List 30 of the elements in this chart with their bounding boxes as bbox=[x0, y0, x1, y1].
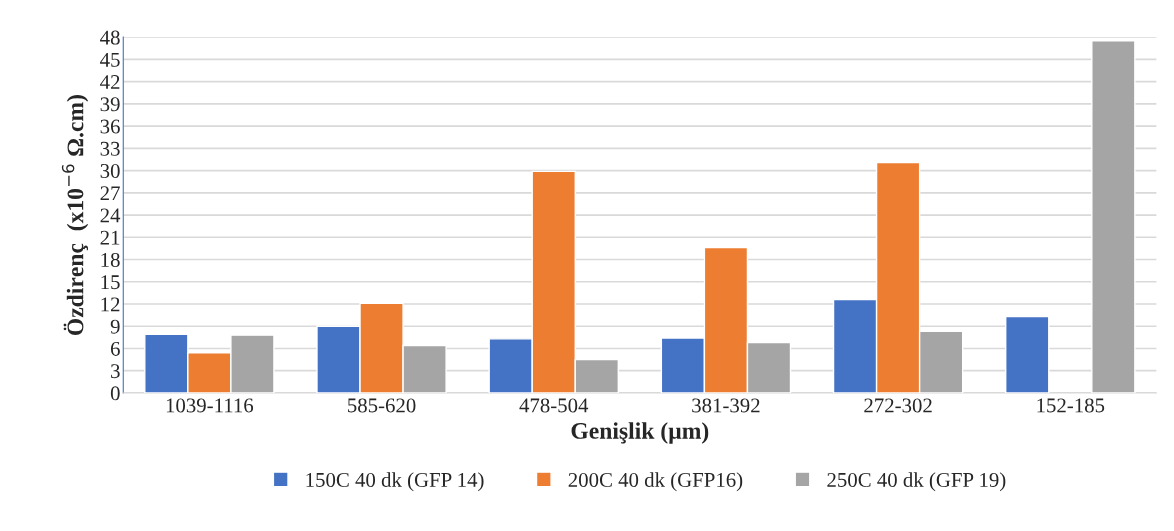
y-tick-label: 42 bbox=[100, 75, 120, 89]
y-tick-label: 45 bbox=[100, 52, 120, 67]
y-tick-label: 48 bbox=[100, 30, 120, 45]
y-tick-label: 18 bbox=[101, 252, 120, 267]
y-tick-label: 12 bbox=[101, 297, 120, 312]
legend-label: 250C 40 dk (GFP 19) bbox=[827, 472, 1006, 492]
y-tick-label: 36 bbox=[100, 119, 120, 134]
x-axis-title: Genişlik (µm) bbox=[571, 422, 709, 444]
y-tick-label: 6 bbox=[110, 341, 120, 356]
y-tick-label: 21 bbox=[100, 230, 120, 245]
y-tick-label: 15 bbox=[101, 275, 120, 290]
bar bbox=[1005, 315, 1050, 393]
bar bbox=[1091, 40, 1136, 393]
y-tick-label: 39 bbox=[100, 97, 120, 112]
y-tick-label: 24 bbox=[100, 208, 121, 223]
y-axis-title: Özdirenç (x10$^{−6}$ Ω.cm) bbox=[61, 95, 89, 336]
x-tick-label: 1039-1116 bbox=[166, 398, 254, 413]
y-tick-label: 0 bbox=[110, 386, 120, 401]
x-tick-label: 585-620 bbox=[348, 398, 416, 413]
legend-label: 150C 40 dk (GFP 14) bbox=[306, 472, 484, 492]
x-tick-label: 478-504 bbox=[519, 398, 589, 413]
x-tick-label: 152-185 bbox=[1037, 398, 1105, 413]
y-tick-label: 9 bbox=[110, 319, 120, 334]
x-tick-label: 272-302 bbox=[864, 398, 932, 413]
y-tick-label: 33 bbox=[100, 141, 120, 156]
x-tick-label: 381-392 bbox=[692, 398, 760, 413]
y-tick-label: 30 bbox=[100, 163, 120, 179]
y-tick-label: 27 bbox=[100, 186, 120, 201]
y-tick-label: 3 bbox=[111, 364, 120, 379]
legend-label: 200C 40 dk (GFP16) bbox=[568, 472, 743, 492]
